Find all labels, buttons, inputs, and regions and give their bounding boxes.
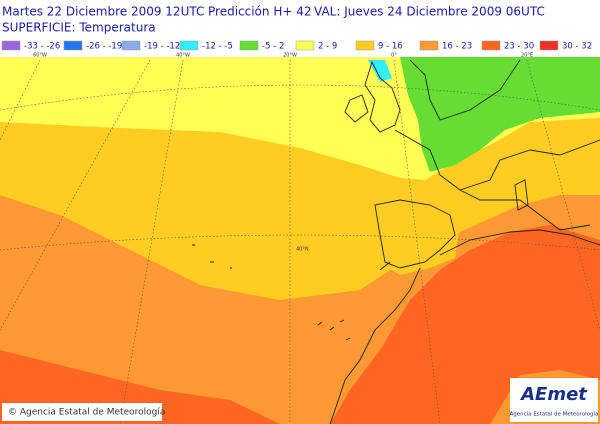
legend-swatch	[539, 40, 559, 51]
legend-label: 23 - 30	[504, 42, 534, 52]
islands	[192, 244, 232, 269]
legend-label: 30 - 32	[562, 42, 592, 52]
coastline	[514, 179, 529, 211]
legend-swatch	[355, 40, 375, 51]
legend-swatch	[121, 40, 141, 51]
valid-date: VAL: Jueves 24 Diciembre 2009 06UTC	[314, 5, 545, 19]
parallel	[0, 84, 600, 111]
longitude-label: 60°W	[33, 53, 47, 59]
coastline	[439, 229, 600, 256]
legend-swatch	[295, 40, 315, 51]
longitude-label: 40°W	[176, 53, 190, 59]
legend-swatch	[239, 40, 259, 51]
logo-name: AEmet	[519, 384, 588, 405]
coastline	[364, 60, 401, 133]
latitude-label: 40°N	[296, 247, 309, 253]
legend-label: 2 - 9	[318, 42, 337, 52]
coastline	[459, 189, 591, 231]
legend-label: 9 - 16	[378, 42, 403, 52]
parallel	[0, 234, 600, 251]
longitude-labels: 60°W 40°W 20°W 0° 20°E	[33, 53, 533, 59]
coastline	[409, 59, 521, 121]
issued-date: Martes 22 Diciembre 2009 12UTC	[2, 5, 204, 19]
field-area	[330, 225, 600, 424]
coastline	[379, 261, 391, 271]
legend-swatch	[1, 40, 21, 51]
coastlines	[192, 59, 600, 424]
meridian	[526, 59, 600, 331]
islands	[317, 319, 351, 341]
longitude-label: 20°E	[521, 53, 533, 59]
legend-label: -19 - -12	[144, 42, 180, 52]
graticule	[0, 59, 600, 424]
coastline	[329, 267, 421, 424]
legend-label: -12 - -5	[202, 42, 233, 52]
legend-swatch	[179, 40, 199, 51]
field-area	[400, 57, 600, 172]
field-area	[375, 225, 460, 275]
legend: -33 - -26 -26 - -19 -19 - -12 -12 - -5 -5 - …	[1, 40, 592, 52]
copyright: © Agencia Estatal de Meteorología	[8, 408, 165, 418]
coastline	[344, 94, 369, 123]
meridian	[0, 59, 41, 141]
legend-label: -26 - -19	[86, 42, 122, 52]
temperature-field	[0, 57, 600, 424]
meridian	[393, 59, 441, 424]
field-name: SUPERFICIE: Temperatura	[2, 21, 156, 35]
logo-agency: Agencia Estatal de Meteorología	[510, 411, 599, 418]
legend-swatch	[63, 40, 83, 51]
prediction: Predicción H+ 42	[208, 5, 311, 19]
copyright-box	[2, 403, 162, 421]
coastline	[374, 199, 456, 269]
meridian	[0, 59, 151, 331]
legend-swatch	[481, 40, 501, 51]
legend-label: -33 - -26	[24, 42, 60, 52]
logo-box	[510, 378, 598, 422]
longitude-label: 0°	[391, 53, 397, 59]
legend-label: 16 - 23	[442, 42, 472, 52]
legend-swatch	[419, 40, 439, 51]
legend-label: -5 - 2	[262, 42, 284, 52]
coastline	[394, 129, 600, 191]
longitude-label: 20°W	[283, 53, 297, 59]
